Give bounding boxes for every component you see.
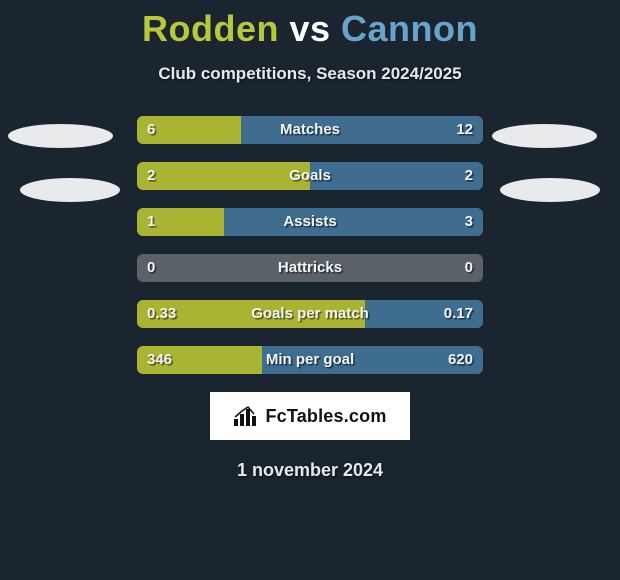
stat-row-goals-per-match: 0.33Goals per match0.17 [137, 300, 483, 328]
stat-row-hattricks: 0Hattricks0 [137, 254, 483, 282]
stat-label: Min per goal [137, 346, 483, 374]
badge-placeholder-3 [500, 178, 600, 202]
stat-row-assists: 1Assists3 [137, 208, 483, 236]
stat-right-value: 0 [465, 254, 473, 282]
brand-badge: FcTables.com [210, 392, 410, 440]
player2-name: Cannon [341, 8, 478, 49]
stats-comparison: 6Matches12 2Goals2 1Assists3 0Hattricks0 0.3… [137, 116, 483, 374]
subtitle: Club competitions, Season 2024/2025 [0, 64, 620, 84]
brand-text: FcTables.com [265, 406, 386, 427]
stat-row-min-per-goal: 346Min per goal620 [137, 346, 483, 374]
stat-label: Goals [137, 162, 483, 190]
stat-right-value: 12 [456, 116, 473, 144]
stat-label: Matches [137, 116, 483, 144]
stat-row-matches: 6Matches12 [137, 116, 483, 144]
stat-label: Hattricks [137, 254, 483, 282]
snapshot-date: 1 november 2024 [0, 460, 620, 481]
stat-right-value: 3 [465, 208, 473, 236]
bars-icon [233, 405, 259, 427]
stat-right-value: 0.17 [444, 300, 473, 328]
badge-placeholder-2 [492, 124, 597, 148]
stat-label: Assists [137, 208, 483, 236]
stat-right-value: 620 [448, 346, 473, 374]
stat-label: Goals per match [137, 300, 483, 328]
badge-placeholder-1 [20, 178, 120, 202]
comparison-title: Rodden vs Cannon [0, 0, 620, 50]
stat-right-value: 2 [465, 162, 473, 190]
player1-name: Rodden [142, 8, 279, 49]
badge-placeholder-0 [8, 124, 113, 148]
versus-text: vs [289, 8, 330, 49]
stat-row-goals: 2Goals2 [137, 162, 483, 190]
